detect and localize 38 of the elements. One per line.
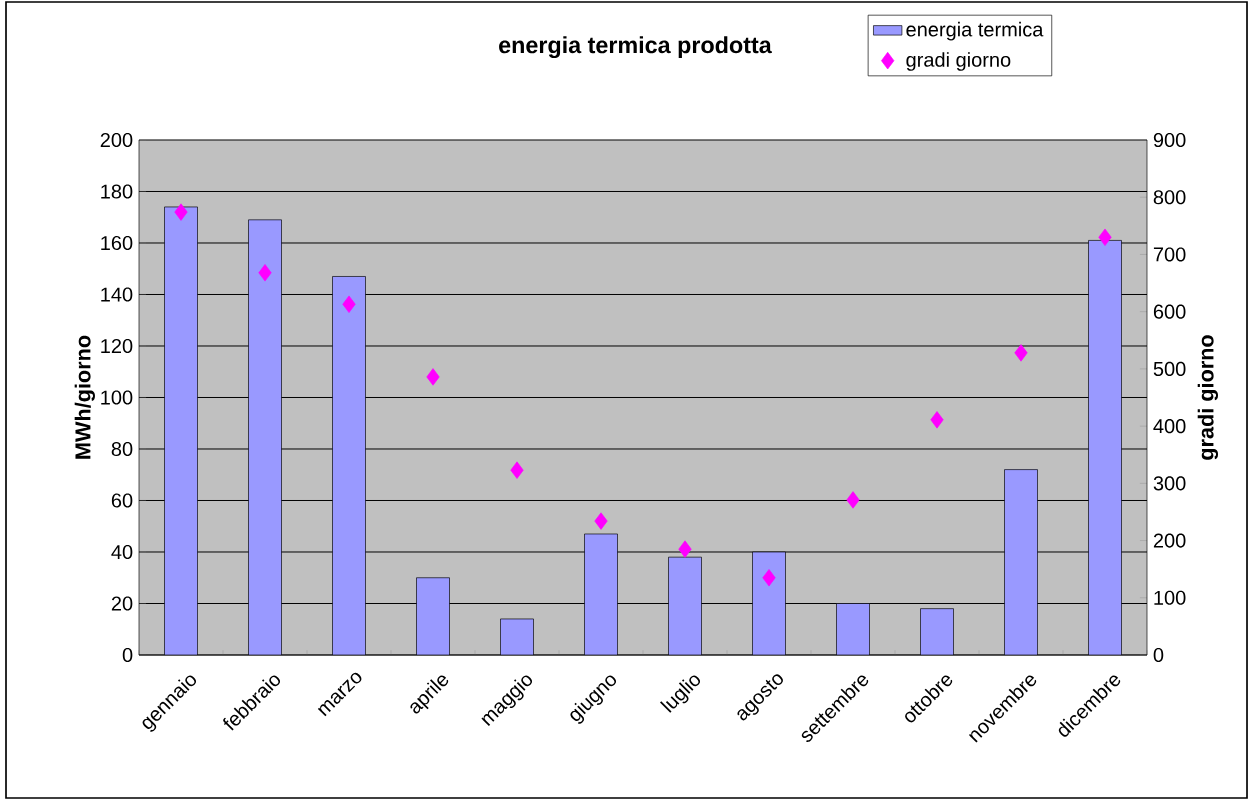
y-tick-label: 180: [101, 184, 133, 199]
point: [1014, 344, 1028, 362]
y2-tick-label: 800: [1153, 190, 1186, 205]
y2-tick-label: 0: [1153, 647, 1164, 663]
point: [594, 512, 608, 530]
y2-tick-label: 600: [1153, 304, 1186, 319]
y2-tick-label: 700: [1153, 247, 1186, 262]
y2-tick-label: 200: [1153, 533, 1186, 548]
y-tick-label: 80: [111, 441, 133, 457]
y2-tick-label: 900: [1153, 132, 1186, 148]
point: [258, 264, 272, 282]
y-tick-label: 40: [111, 544, 133, 560]
y-tick-label: 140: [101, 287, 133, 302]
y-tick-label: 20: [111, 596, 133, 611]
point: [342, 295, 356, 313]
y2-axis-title: gradi giorno: [1197, 335, 1219, 460]
y-tick-label: 200: [100, 132, 133, 148]
y2-tick-label: 500: [1153, 361, 1186, 376]
point: [678, 540, 692, 558]
point: [846, 491, 860, 509]
y-axis-title: MWh/giorno: [74, 335, 95, 459]
point: [426, 368, 440, 386]
legend-label: energia termica: [906, 21, 1044, 41]
y2-tick-label: 100: [1154, 590, 1186, 605]
chart-title: energia termica prodotta: [499, 36, 772, 58]
point: [510, 461, 524, 479]
point: [1098, 228, 1112, 246]
y-tick-label: 0: [122, 647, 133, 663]
point: [174, 203, 188, 221]
y2-tick-label: 400: [1153, 419, 1186, 434]
y-tick-label: 160: [101, 235, 133, 251]
point: [762, 569, 776, 587]
y-tick-label: 120: [101, 338, 133, 354]
y2-tick-label: 300: [1153, 476, 1186, 491]
y-tick-label: 60: [111, 493, 133, 508]
legend-label: gradi giorno: [906, 52, 1011, 71]
y-tick-label: 100: [101, 390, 133, 405]
point: [930, 411, 944, 429]
